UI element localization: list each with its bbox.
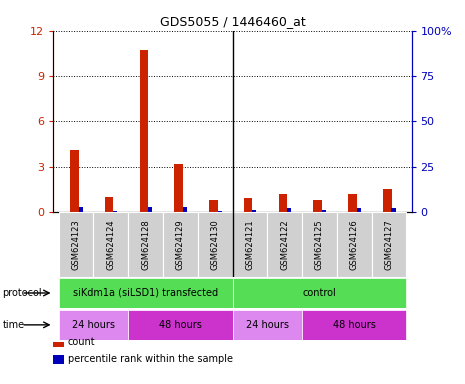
Bar (113, 211, 118, 212)
Bar (59, 278, 232, 308)
Bar (244, 199, 252, 212)
Bar (372, 212, 406, 277)
Bar (148, 207, 152, 212)
Bar (232, 212, 267, 277)
Bar (302, 310, 406, 340)
Bar (232, 278, 406, 308)
Bar (53, 354, 64, 364)
Text: 24 hours: 24 hours (72, 320, 115, 330)
Bar (128, 212, 163, 277)
Bar (232, 310, 302, 340)
Bar (140, 50, 148, 212)
Bar (287, 208, 291, 212)
Text: GSM624124: GSM624124 (106, 219, 115, 270)
Text: control: control (303, 288, 336, 298)
Bar (163, 212, 198, 277)
Bar (209, 200, 218, 212)
Text: GSM624122: GSM624122 (280, 219, 289, 270)
Bar (267, 212, 302, 277)
Text: count: count (68, 337, 95, 347)
Bar (322, 210, 326, 212)
Text: GSM624127: GSM624127 (385, 219, 393, 270)
Title: GDS5055 / 1446460_at: GDS5055 / 1446460_at (159, 15, 306, 28)
Bar (313, 200, 322, 212)
Bar (183, 207, 187, 212)
Bar (357, 208, 361, 212)
Bar (59, 212, 93, 277)
Text: percentile rank within the sample: percentile rank within the sample (68, 354, 233, 364)
Bar (79, 207, 83, 212)
Bar (218, 211, 222, 212)
Text: GSM624125: GSM624125 (315, 219, 324, 270)
Bar (59, 310, 128, 340)
Bar (337, 212, 372, 277)
Bar (383, 189, 392, 212)
Text: GSM624130: GSM624130 (211, 219, 219, 270)
Bar (128, 310, 232, 340)
Text: GSM624128: GSM624128 (141, 219, 150, 270)
Text: 24 hours: 24 hours (246, 320, 289, 330)
Text: GSM624123: GSM624123 (72, 219, 80, 270)
Bar (348, 194, 357, 212)
Bar (279, 194, 287, 212)
Bar (174, 164, 183, 212)
Bar (252, 210, 257, 212)
Bar (392, 209, 396, 212)
Bar (93, 212, 128, 277)
Text: protocol: protocol (2, 288, 42, 298)
Text: 48 hours: 48 hours (333, 320, 376, 330)
Text: GSM624121: GSM624121 (246, 219, 254, 270)
Bar (198, 212, 232, 277)
Text: time: time (2, 320, 25, 330)
Text: siKdm1a (siLSD1) transfected: siKdm1a (siLSD1) transfected (73, 288, 218, 298)
Bar (302, 212, 337, 277)
Bar (105, 197, 113, 212)
Text: 48 hours: 48 hours (159, 320, 202, 330)
Bar (70, 150, 79, 212)
Text: GSM624129: GSM624129 (176, 219, 185, 270)
Bar (53, 337, 64, 347)
Text: GSM624126: GSM624126 (350, 219, 359, 270)
